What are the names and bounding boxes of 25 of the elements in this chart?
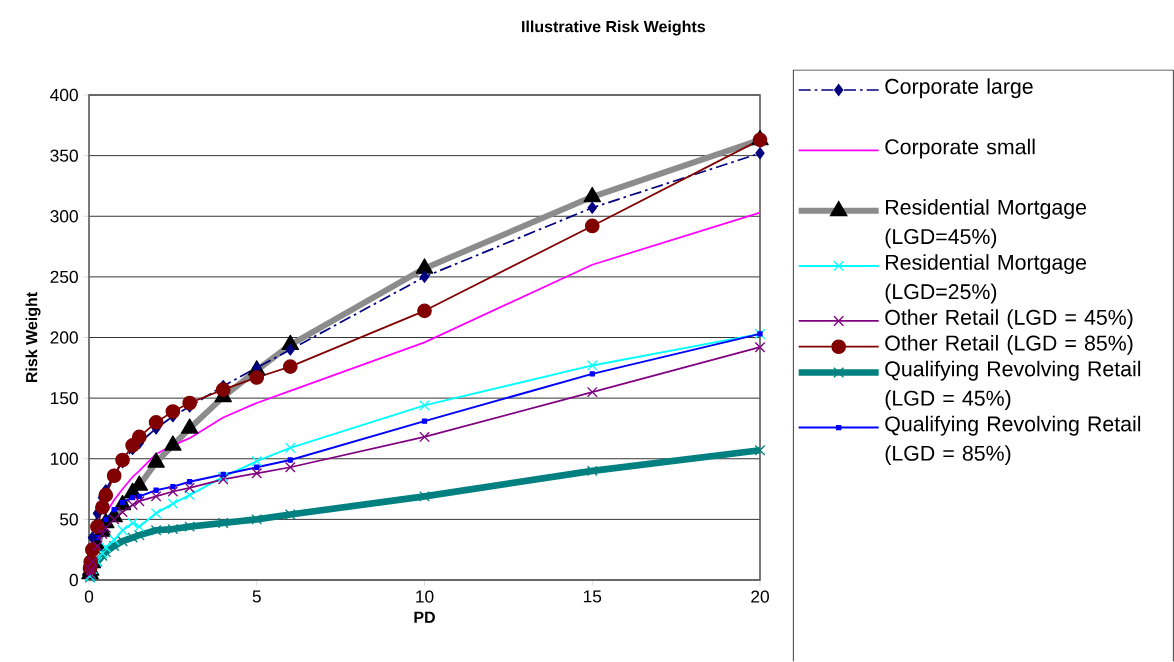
y-tick-label: 150 [51,391,78,405]
legend-label: Other Retail (LGD = 85%) [885,335,1133,355]
y-tick-label: 250 [50,270,78,284]
x-tick-label: 10 [416,590,434,603]
legend-label: Other Retail (LGD = 45%) [885,309,1133,330]
y-tick-label: 300 [50,210,78,223]
legend-label: Residential Mortgage (LGD=25%) [885,254,1087,304]
chart-title: Illustrative Risk Weights [522,20,706,36]
x-tick-label: 5 [252,590,261,603]
x-tick-label: 20 [751,590,769,603]
y-tick-label: 100 [51,452,78,465]
x-tick-label: 15 [583,590,602,603]
legend-label: Qualifying Revolving Retail (LGD = 85%) [885,415,1141,466]
y-tick-label: 50 [60,513,78,526]
legend-label: Corporate small [885,138,1035,159]
y-axis-title: Risk Weight [25,292,41,383]
legend-label: Qualifying Revolving Retail (LGD = 45%) [885,360,1141,410]
y-tick-label: 400 [50,88,78,102]
y-tick-label: 0 [69,573,78,587]
x-tick-label: 0 [84,590,94,603]
legend-label: Residential Mortgage (LGD=45%) [885,199,1087,249]
x-axis-title: PD [414,611,435,623]
y-tick-label: 350 [50,149,78,162]
legend-label: Corporate large [885,78,1033,99]
y-tick-label: 200 [50,331,78,344]
